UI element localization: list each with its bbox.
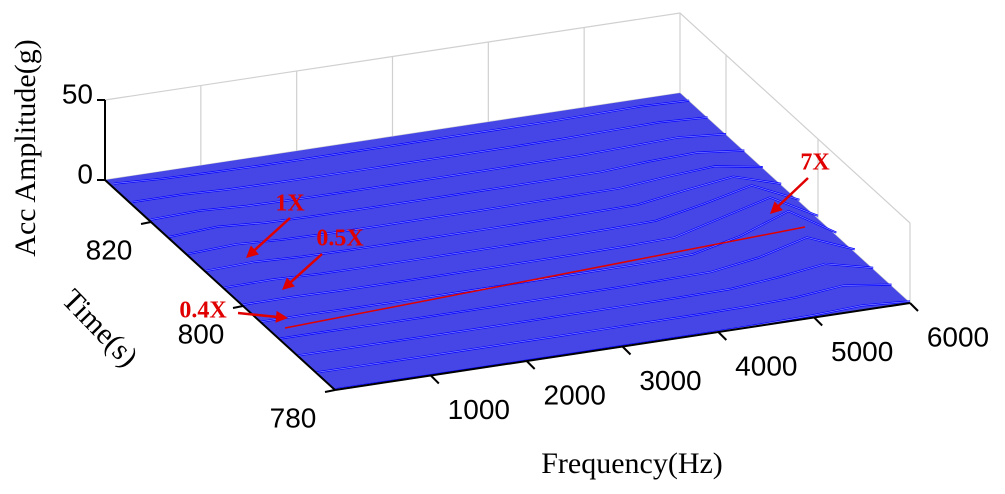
floor [105, 93, 910, 390]
annotation-arrow [251, 217, 291, 254]
y-tick [324, 389, 336, 393]
slice-highlight [242, 197, 819, 306]
x-tick-label: 4000 [735, 350, 797, 381]
slice-highlight [206, 176, 782, 272]
annotation-arrow [287, 253, 323, 286]
grid-line [104, 12, 911, 224]
annotation-arrow [237, 311, 281, 319]
x-tick [621, 345, 632, 356]
y-tick-label: 780 [270, 402, 317, 433]
x-tick [813, 316, 823, 327]
z-tick-label: 50 [62, 78, 93, 109]
arrow-head [246, 245, 259, 258]
annotation: 0.4X [179, 298, 227, 324]
arrow-head [275, 310, 288, 323]
y-axis-title: Time(s) [55, 283, 144, 373]
x-tick-label: 6000 [927, 321, 989, 352]
slice-highlight [187, 165, 763, 255]
slice-highlight [224, 185, 800, 288]
z-axis-title: Acc Amplitude(g) [9, 39, 42, 256]
slice-highlight [132, 117, 708, 203]
annotation: 7X [800, 150, 830, 176]
y-axis [104, 179, 336, 391]
x-axis-title: Frequency(Hz) [541, 447, 723, 480]
annotation: 0.5X [316, 226, 364, 252]
y-tick [232, 305, 244, 309]
slice-highlight [279, 237, 855, 339]
x-tick-label: 3000 [639, 365, 701, 396]
slice-highlight [114, 100, 690, 184]
slice-highlight [261, 210, 837, 322]
y-tick-label: 820 [86, 234, 133, 265]
x-tick [525, 360, 536, 370]
x-tick [430, 374, 440, 385]
annotation: 1X [275, 191, 305, 217]
arrow-head [770, 201, 783, 214]
x-tick-label: 1000 [448, 394, 510, 425]
x-tick-label: 2000 [544, 379, 606, 410]
x-tick [909, 302, 919, 312]
x-tick-label: 5000 [831, 336, 893, 367]
slice-highlight [298, 263, 874, 356]
slice-highlight [150, 133, 727, 220]
order-line [284, 226, 806, 329]
slice-highlight [169, 150, 745, 238]
arrow-head [282, 277, 295, 290]
y-tick [140, 221, 152, 225]
x-tick [717, 331, 728, 341]
y-tick-label: 800 [178, 318, 225, 349]
z-tick-label: 0 [77, 158, 93, 189]
annotation-arrow [774, 177, 809, 210]
slice-highlight [316, 284, 892, 373]
